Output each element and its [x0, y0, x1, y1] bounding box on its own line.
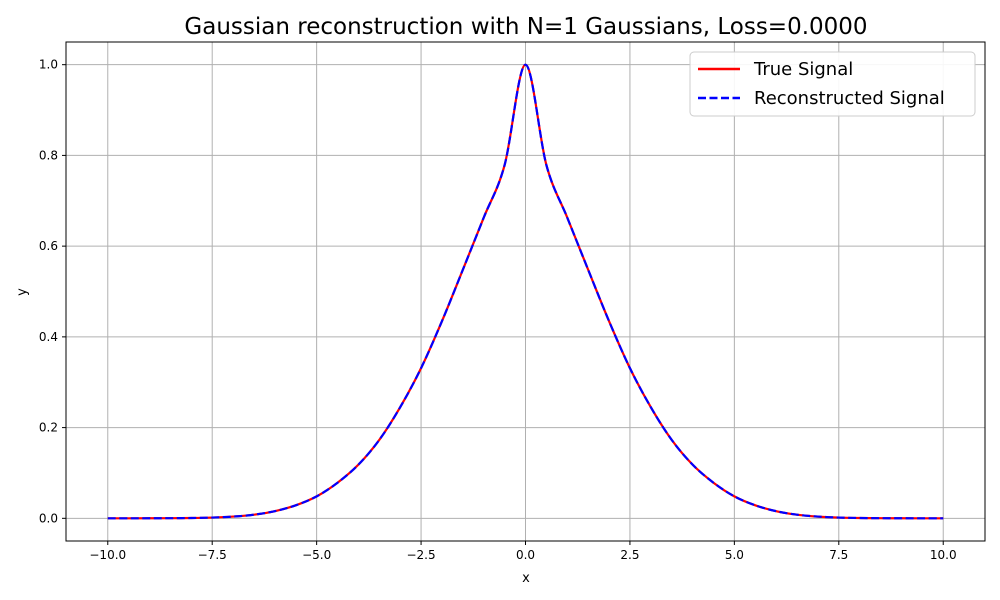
series-line-reconstructed-signal	[107, 63, 944, 520]
y-tick-label: 0.0	[39, 511, 58, 525]
x-tick-label: −2.5	[406, 548, 435, 562]
x-tick-label: 10.0	[930, 548, 957, 562]
x-tick-label: 2.5	[620, 548, 639, 562]
x-axis-label: x	[522, 571, 530, 586]
x-tick-label: −7.5	[198, 548, 227, 562]
series-layer	[107, 63, 944, 520]
x-tick-label: −10.0	[89, 548, 126, 562]
y-axis-ticks: 0.0 0.2 0.4 0.6 0.8 1.0	[39, 58, 66, 525]
legend-box	[689, 51, 976, 117]
y-tick-label: 0.8	[39, 148, 58, 162]
y-tick-label: 0.6	[39, 239, 58, 253]
legend-entry-reconstructed-signal: Reconstructed Signal	[754, 88, 945, 109]
x-tick-label: 5.0	[725, 548, 744, 562]
y-axis-label: y	[15, 288, 30, 296]
y-tick-label: 0.2	[39, 421, 58, 435]
chart-title: Gaussian reconstruction with N=1 Gaussia…	[184, 14, 867, 40]
x-axis-ticks: −10.0 −7.5 −5.0 −2.5 0.0 2.5 5.0 7.5 10.0	[89, 541, 957, 562]
x-tick-label: −5.0	[302, 548, 331, 562]
y-tick-label: 1.0	[39, 58, 58, 72]
legend-entry-true-signal: True Signal	[753, 59, 853, 80]
x-tick-label: 0.0	[516, 548, 535, 562]
legend: True Signal Reconstructed Signal	[689, 51, 976, 117]
y-tick-label: 0.4	[39, 330, 58, 344]
grid-lines	[66, 42, 985, 541]
x-tick-label: 7.5	[829, 548, 848, 562]
